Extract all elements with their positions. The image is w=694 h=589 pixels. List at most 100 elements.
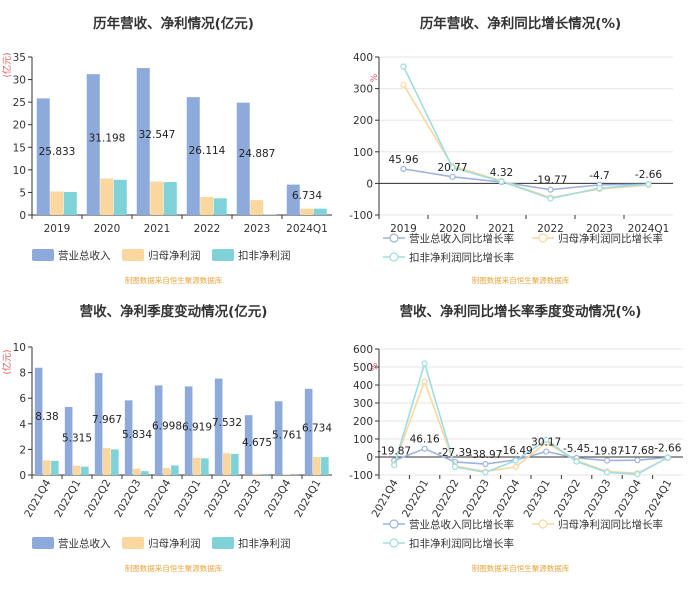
data-label: -38.97 <box>468 449 502 461</box>
y-tick-label: 0 <box>366 178 373 190</box>
x-tick-label: 2024Q1 <box>643 478 674 520</box>
data-point <box>401 166 406 171</box>
y-tick-label: 20 <box>13 120 26 132</box>
bar-deducted-profit <box>164 182 177 215</box>
x-tick-label: 2023 <box>244 223 271 235</box>
data-point <box>605 458 610 463</box>
bar-deducted-profit <box>201 458 209 475</box>
y-tick-label: 10 <box>13 165 26 177</box>
legend-marker <box>390 234 398 242</box>
data-point <box>544 449 549 454</box>
data-label: -2.66 <box>635 169 662 181</box>
y-tick-label: 600 <box>353 344 373 356</box>
data-point <box>450 174 455 179</box>
data-label: -4.7 <box>589 170 610 182</box>
y-tick-label: 200 <box>353 416 373 428</box>
x-tick-label: 2023Q3 <box>582 478 613 520</box>
y-unit-label: (亿元) <box>1 349 13 374</box>
legend-swatch <box>32 537 54 549</box>
y-tick-label: 6 <box>19 393 26 405</box>
x-tick-label: 2023Q4 <box>262 477 293 519</box>
y-tick-label: 30 <box>13 75 26 87</box>
data-point <box>635 458 640 463</box>
bar-net-profit <box>300 209 313 215</box>
data-point <box>605 470 610 475</box>
y-tick-label: 10 <box>13 342 26 354</box>
data-label: 6.919 <box>182 421 212 433</box>
x-tick-label: 2022Q3 <box>461 478 492 520</box>
data-label: -27.39 <box>438 447 472 459</box>
x-tick-label: 2024Q1 <box>292 478 323 520</box>
legend-label: 营业总收入 <box>58 249 111 262</box>
x-tick-label: 2021Q4 <box>370 477 401 519</box>
bar-deducted-profit <box>231 454 239 475</box>
bar-deducted-profit <box>81 467 89 475</box>
x-tick-label: 2023Q1 <box>522 478 553 520</box>
y-tick-label: 25 <box>13 97 26 109</box>
legend-label: 归母净利润同比增长率 <box>558 518 663 531</box>
bar-net-profit <box>313 457 321 475</box>
legend-label: 营业总收入同比增长率 <box>409 518 514 531</box>
y-tick-label: 400 <box>353 52 373 64</box>
series-line-net-profit <box>394 381 668 473</box>
bar-deducted-profit <box>51 461 59 475</box>
bar-deducted-profit <box>64 192 77 215</box>
x-tick-label: 2022 <box>194 223 221 235</box>
data-point <box>483 470 488 475</box>
bar-net-profit <box>100 178 113 215</box>
legend-swatch <box>122 249 144 261</box>
bar-revenue <box>137 68 150 215</box>
bar-net-profit <box>253 474 261 475</box>
bar-deducted-profit <box>171 465 179 475</box>
chart-title: 历年营收、净利同比增长情况(%) <box>420 15 621 32</box>
legend-label: 扣非净利润同比增长率 <box>409 251 514 264</box>
legend-swatch <box>122 537 144 549</box>
data-label: 20.77 <box>437 162 467 174</box>
source-note: 制图数据来自恒生聚源数据库 <box>472 563 570 573</box>
data-point <box>597 186 602 191</box>
y-tick-label: 200 <box>353 115 373 127</box>
data-label: 32.547 <box>139 129 176 141</box>
bar-net-profit <box>50 192 63 215</box>
x-tick-label: 2023Q4 <box>613 477 644 519</box>
legend-label: 扣非净利润 <box>238 537 291 550</box>
data-point <box>635 472 640 477</box>
x-tick-label: 2022Q4 <box>491 477 522 519</box>
bar-deducted-profit <box>321 457 329 475</box>
y-unit-label: (亿元) <box>1 52 13 77</box>
data-point <box>422 379 427 384</box>
source-note: 制图数据来自恒生聚源数据库 <box>125 563 223 573</box>
chart-title: 历年营收、净利情况(亿元) <box>93 15 254 32</box>
legend-swatch <box>32 249 54 261</box>
y-tick-label: 35 <box>13 52 26 64</box>
x-tick-label: 2020 <box>94 223 121 235</box>
legend-marker <box>390 520 398 528</box>
x-tick-label: 2023Q1 <box>172 478 203 520</box>
legend-label: 营业总收入同比增长率 <box>409 232 514 245</box>
data-point <box>499 179 504 184</box>
data-label: 26.114 <box>189 145 226 157</box>
source-note: 制图数据来自恒生聚源数据库 <box>472 275 570 285</box>
bar-deducted-profit <box>261 474 269 475</box>
y-tick-label: 100 <box>353 434 373 446</box>
x-tick-label: 2021Q4 <box>22 477 53 519</box>
data-label: 31.198 <box>89 133 126 145</box>
chart-quarterly-growth: 营收、净利同比增长率季度变动情况(%)%-1000100200300400500… <box>347 292 694 585</box>
y-tick-label: 300 <box>353 84 373 96</box>
bar-net-profit <box>223 453 231 475</box>
data-label: 7.532 <box>212 417 242 429</box>
y-tick-label: 400 <box>353 380 373 392</box>
bar-net-profit <box>150 182 163 215</box>
bar-deducted-profit <box>314 209 327 215</box>
data-point <box>422 446 427 451</box>
chart-quarterly-revenue-profit: 营收、净利季度变动情况(亿元)(亿元)02468102021Q42022Q120… <box>0 292 347 585</box>
bar-deducted-profit <box>141 471 149 475</box>
x-tick-label: 2022Q4 <box>142 477 173 519</box>
y-tick-label: 5 <box>19 187 26 199</box>
data-label: 24.887 <box>239 148 276 160</box>
x-tick-label: 2019 <box>44 223 71 235</box>
